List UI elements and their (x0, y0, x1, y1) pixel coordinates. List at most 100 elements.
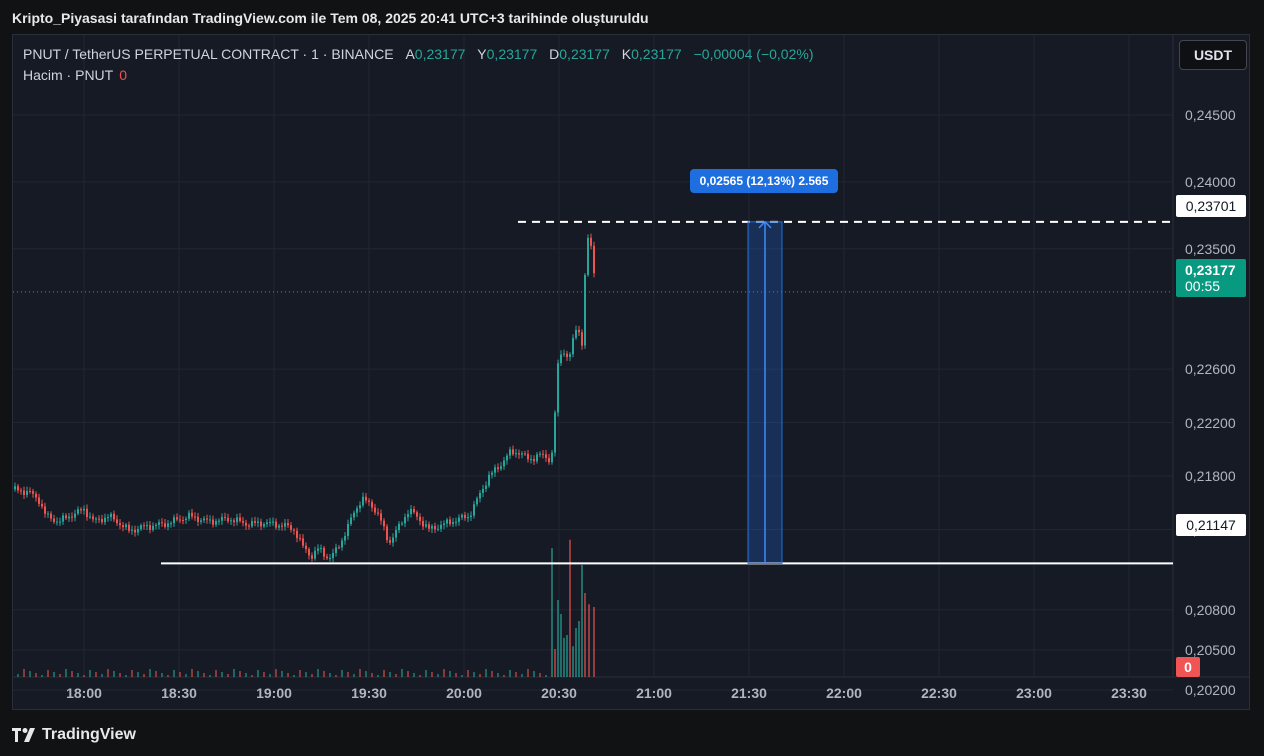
volume-bar (413, 673, 415, 677)
candle-body (32, 491, 34, 494)
candle-body (317, 548, 319, 551)
volume-bar (491, 671, 493, 677)
candle-body (467, 516, 469, 519)
candle-body (131, 529, 133, 531)
candle-body (41, 503, 43, 507)
candle-body (533, 459, 535, 462)
candle-body (428, 524, 430, 529)
candle-body (437, 528, 439, 530)
candle-body (593, 245, 595, 274)
volume-bar (539, 673, 541, 677)
volume-bar (563, 637, 565, 677)
volume-bar (497, 673, 499, 677)
candle-body (275, 521, 277, 528)
high-value: 0,23177 (486, 46, 538, 62)
volume-bar (584, 593, 586, 677)
volume-bar (551, 548, 553, 677)
time-axis-label: 18:30 (161, 685, 197, 701)
candle-body (452, 522, 454, 525)
time-axis-label: 18:00 (66, 685, 102, 701)
candle-body (494, 467, 496, 473)
candle-body (332, 552, 334, 558)
candle-body (425, 524, 427, 527)
chart-caption: Kripto_Piyasasi tarafından TradingView.c… (12, 10, 649, 26)
candle-body (197, 516, 199, 522)
candle-body (65, 515, 67, 519)
volume-bar (275, 669, 277, 677)
currency-button[interactable]: USDT (1179, 40, 1247, 70)
volume-bar (41, 675, 43, 677)
volume-bar (29, 671, 31, 677)
candle-body (398, 523, 400, 531)
candle-body (362, 496, 364, 506)
candle-body (590, 237, 592, 246)
volume-bar (209, 675, 211, 677)
time-axis-label: 21:30 (731, 685, 767, 701)
price-chart[interactable] (13, 35, 1250, 710)
volume-bar (293, 675, 295, 677)
candle-body (461, 514, 463, 518)
candle-body (404, 517, 406, 524)
candle-body (248, 525, 250, 527)
candle-body (203, 518, 205, 521)
candle-body (560, 354, 562, 364)
candle-body (392, 537, 394, 543)
time-axis-label: 19:00 (256, 685, 292, 701)
symbol-title[interactable]: PNUT / TetherUS PERPETUAL CONTRACT · 1 ·… (23, 46, 394, 62)
candle-body (44, 506, 46, 514)
tradingview-logo[interactable]: TradingView (12, 724, 136, 746)
candle-body (149, 525, 151, 530)
volume-bar (113, 671, 115, 677)
volume-bar (527, 669, 529, 677)
volume-bar (389, 672, 391, 677)
candle-body (377, 512, 379, 514)
volume-bar (77, 673, 79, 677)
candle-body (422, 520, 424, 527)
volume-bar (323, 671, 325, 677)
candle-body (587, 237, 589, 275)
candle-body (434, 525, 436, 530)
candle-body (470, 515, 472, 517)
candle-body (179, 519, 181, 521)
candle-body (542, 453, 544, 455)
candle-body (278, 525, 280, 528)
candle-body (500, 466, 502, 470)
open-label: A (405, 46, 415, 62)
time-axis-label: 19:30 (351, 685, 387, 701)
volume-bar (107, 669, 109, 677)
candle-body (359, 505, 361, 509)
candle-body (215, 521, 217, 525)
candle-body (305, 545, 307, 550)
candle-body (476, 498, 478, 505)
candle-body (413, 509, 415, 513)
candle-body (491, 472, 493, 475)
candle-body (254, 521, 256, 523)
volume-label[interactable]: Hacim · PNUT (23, 67, 114, 83)
candle-body (77, 509, 79, 514)
candle-body (296, 530, 298, 539)
chart-panel[interactable]: PNUT / TetherUS PERPETUAL CONTRACT · 1 ·… (12, 34, 1250, 710)
candle-body (134, 529, 136, 533)
candle-body (287, 523, 289, 526)
candle-body (62, 515, 64, 522)
candle-body (569, 354, 571, 357)
measure-label[interactable]: 0,02565 (12,13%) 2.565 (690, 169, 838, 193)
candle-body (431, 525, 433, 529)
candle-body (524, 453, 526, 455)
candle-body (113, 513, 115, 520)
time-axis-label: 23:30 (1111, 685, 1147, 701)
candle-body (68, 516, 70, 519)
volume-bar (143, 674, 145, 677)
volume-bar (359, 669, 361, 677)
candle-body (122, 525, 124, 528)
candle-body (485, 485, 487, 489)
volume-bar (569, 539, 571, 677)
candle-body (86, 508, 88, 518)
candle-body (347, 523, 349, 537)
candle-body (581, 332, 583, 346)
price-axis-label: 0,24000 (1185, 173, 1236, 190)
volume-tag: 0 (1176, 657, 1200, 677)
candle-body (575, 329, 577, 338)
volume-bar (593, 607, 595, 677)
candle-body (506, 455, 508, 461)
